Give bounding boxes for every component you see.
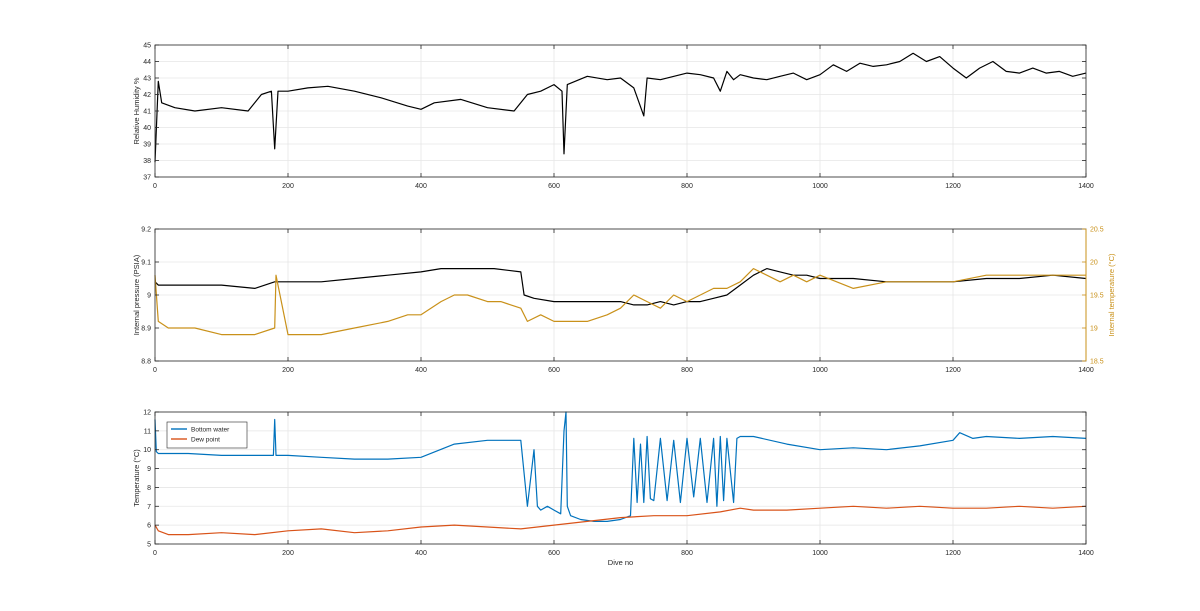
y-tick-label: 44: [143, 59, 151, 66]
x-tick-label: 800: [681, 183, 693, 190]
y-tick-label: 40: [143, 125, 151, 132]
y-axis-label: Temperature (°C): [132, 449, 141, 507]
y-tick-label: 8.8: [141, 359, 151, 366]
y-tick-label: 5: [147, 542, 151, 549]
y-tick-label: 12: [143, 410, 151, 417]
x-tick-label: 1000: [812, 367, 828, 374]
y-tick-label: 9.1: [141, 260, 151, 267]
x-tick-label: 600: [548, 367, 560, 374]
x-tick-label: 1000: [812, 183, 828, 190]
y-right-tick-label: 20.5: [1090, 227, 1104, 234]
x-tick-label: 400: [415, 550, 427, 557]
y-right-tick-label: 19.5: [1090, 293, 1104, 300]
y-tick-label: 9: [147, 293, 151, 300]
x-tick-label: 200: [282, 183, 294, 190]
legend-label: Bottom water: [191, 426, 230, 433]
x-tick-label: 400: [415, 183, 427, 190]
y-tick-label: 10: [143, 447, 151, 454]
y-tick-label: 45: [143, 43, 151, 50]
series-line-2-1: [154, 505, 1087, 536]
y-tick-label: 38: [143, 158, 151, 165]
x-tick-label: 0: [153, 183, 157, 190]
series-line-1-0: [154, 268, 1087, 306]
y-tick-label: 41: [143, 109, 151, 116]
x-tick-label: 600: [548, 550, 560, 557]
x-tick-label: 600: [548, 183, 560, 190]
y-tick-label: 43: [143, 76, 151, 83]
y-right-tick-label: 20: [1090, 260, 1098, 267]
y-right-tick-label: 18.5: [1090, 359, 1104, 366]
plot-area-2: [155, 412, 1086, 544]
x-tick-label: 0: [153, 367, 157, 374]
y-tick-label: 11: [144, 428, 151, 435]
series-line-1-1: [154, 268, 1086, 336]
x-tick-label: 1400: [1078, 550, 1094, 557]
x-tick-label: 800: [681, 550, 693, 557]
y-tick-label: 8.9: [141, 326, 151, 333]
x-axis-label: Dive no: [608, 558, 633, 567]
legend-label: Dew point: [191, 436, 220, 443]
y-tick-label: 6: [147, 523, 151, 530]
y-axis-label: Internal pressure (PSIA): [132, 254, 141, 335]
y-right-axis-label: Internal temperature (°C): [1107, 253, 1116, 337]
y-tick-label: 9: [147, 466, 151, 473]
y-tick-label: 42: [143, 92, 151, 99]
x-tick-label: 0: [153, 550, 157, 557]
series-line-0-0: [154, 52, 1087, 163]
y-tick-label: 7: [147, 504, 151, 511]
y-axis-label: Relative Humidity %: [132, 77, 141, 144]
x-tick-label: 1200: [945, 183, 961, 190]
y-tick-label: 8: [147, 485, 151, 492]
x-tick-label: 1200: [945, 367, 961, 374]
x-tick-label: 400: [415, 367, 427, 374]
legend-box: [166, 421, 248, 449]
x-tick-label: 800: [681, 367, 693, 374]
y-tick-label: 9.2: [141, 227, 151, 234]
y-tick-label: 39: [143, 142, 151, 149]
x-tick-label: 1400: [1078, 183, 1094, 190]
x-tick-label: 1400: [1078, 367, 1094, 374]
x-tick-label: 1200: [945, 550, 961, 557]
x-tick-label: 1000: [812, 550, 828, 557]
x-tick-label: 200: [282, 550, 294, 557]
y-right-tick-label: 19: [1090, 326, 1098, 333]
y-tick-label: 37: [143, 175, 151, 182]
x-tick-label: 200: [282, 367, 294, 374]
axes-box: [154, 411, 1087, 545]
series-line-2-0: [154, 411, 1087, 523]
